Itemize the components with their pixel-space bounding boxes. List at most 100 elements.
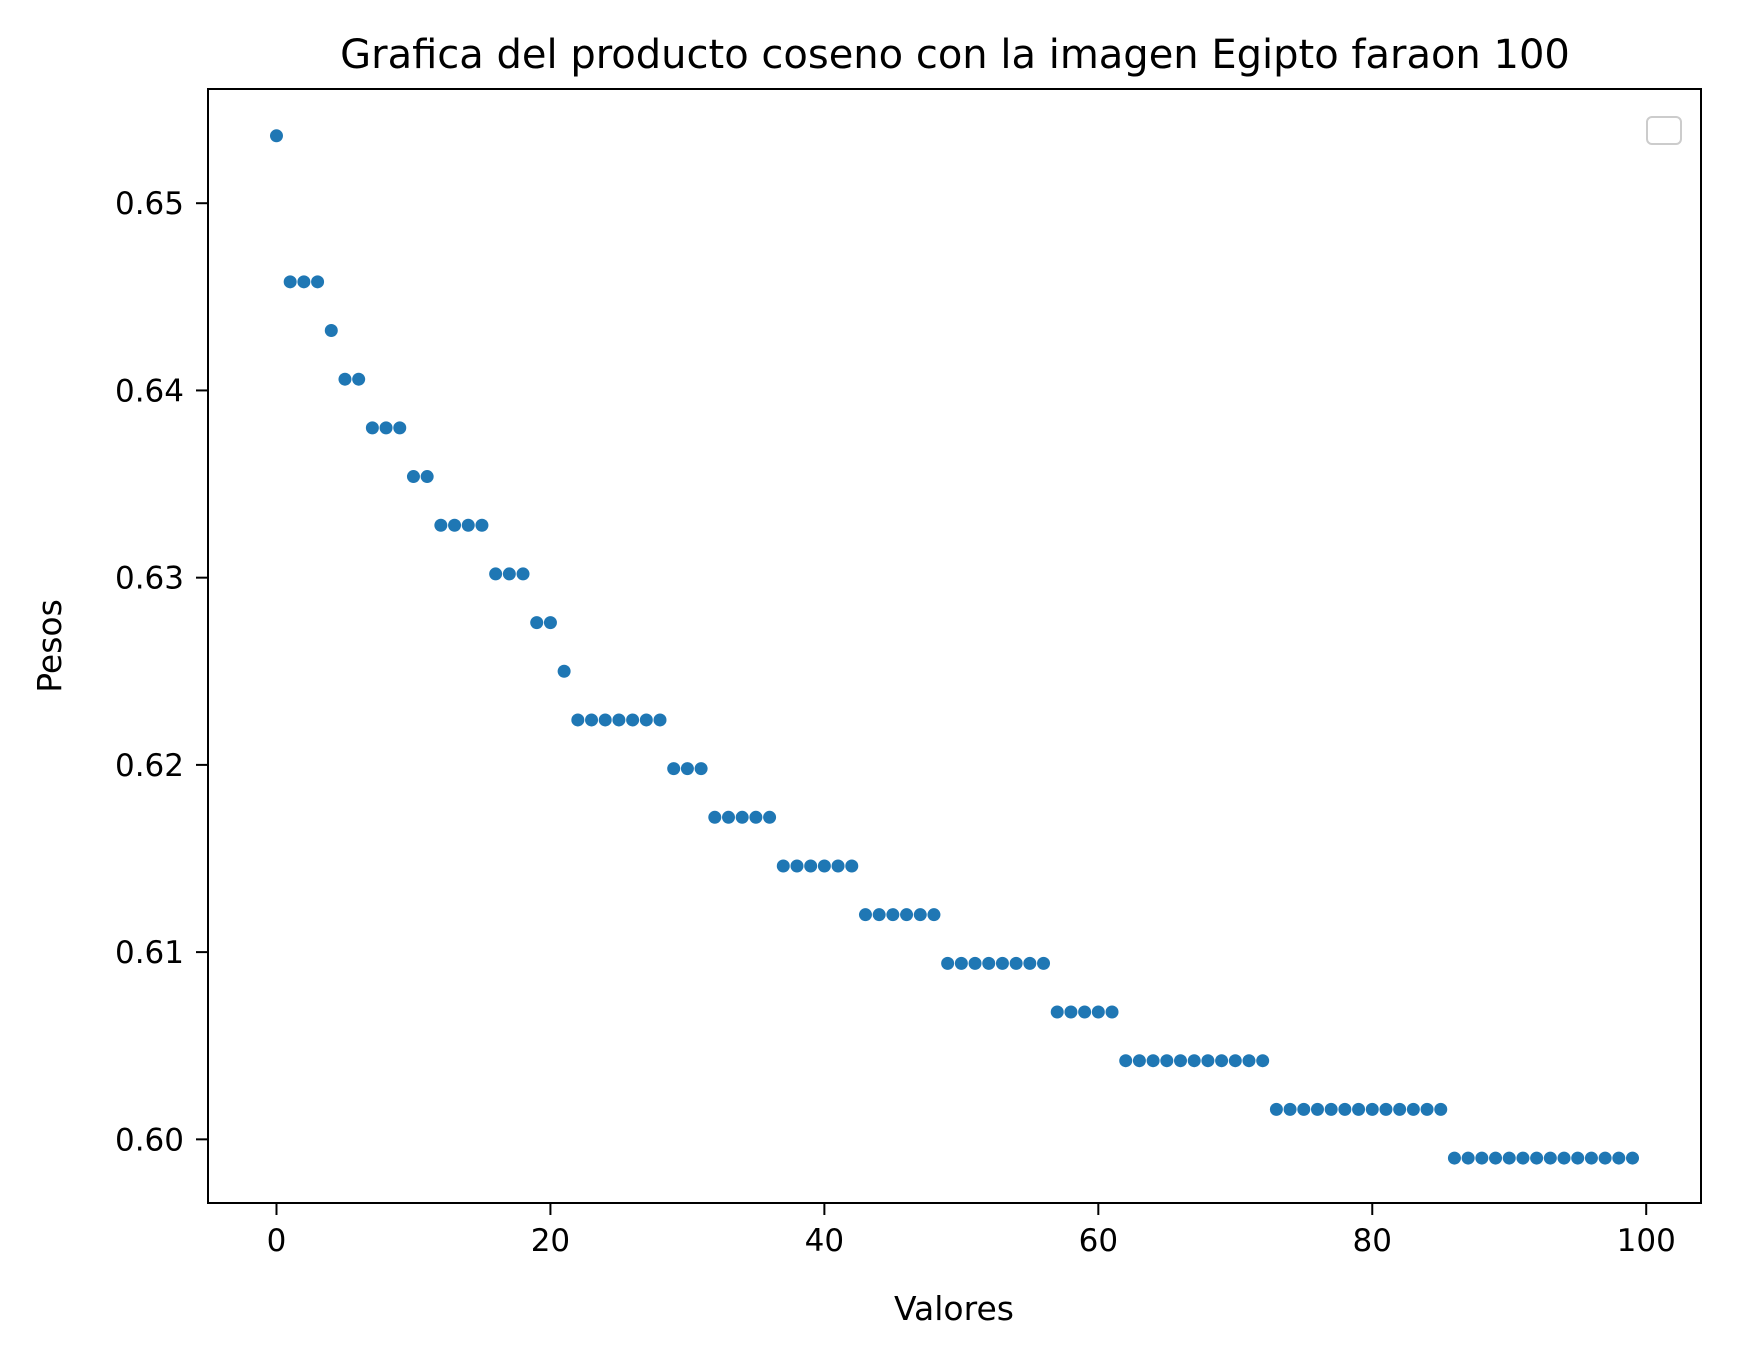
x-axis-label: Valores — [894, 1289, 1014, 1328]
data-point — [804, 859, 818, 873]
data-point — [1078, 1005, 1092, 1019]
data-point — [1160, 1054, 1174, 1068]
data-point — [489, 567, 503, 581]
data-point — [1283, 1102, 1297, 1116]
data-point — [1543, 1151, 1557, 1165]
data-point — [612, 713, 626, 727]
data-point — [1091, 1005, 1105, 1019]
data-point — [557, 664, 571, 678]
x-axis-ticks: 0 20 40 60 80 100 — [267, 1203, 1676, 1259]
data-point — [585, 713, 599, 727]
data-point — [913, 908, 927, 922]
data-point — [283, 275, 297, 289]
data-point — [790, 859, 804, 873]
data-point — [338, 372, 352, 386]
y-tick-label: 0.63 — [115, 561, 184, 597]
data-point — [1297, 1102, 1311, 1116]
data-point — [1434, 1102, 1448, 1116]
data-point — [858, 908, 872, 922]
x-tick-label: 100 — [1617, 1223, 1676, 1259]
data-point — [1269, 1102, 1283, 1116]
data-point — [365, 421, 379, 435]
data-point — [393, 421, 407, 435]
data-point — [571, 713, 585, 727]
data-points — [269, 129, 1640, 1165]
data-point — [379, 421, 393, 435]
y-tick-label: 0.61 — [115, 935, 184, 971]
data-point — [694, 762, 708, 776]
data-point — [639, 713, 653, 727]
plot-background — [208, 89, 1701, 1203]
data-point — [667, 762, 681, 776]
data-point — [1187, 1054, 1201, 1068]
data-point — [749, 810, 763, 824]
data-point — [1420, 1102, 1434, 1116]
data-point — [995, 956, 1009, 970]
data-point — [1447, 1151, 1461, 1165]
data-point — [1475, 1151, 1489, 1165]
data-point — [420, 470, 434, 484]
data-point — [1310, 1102, 1324, 1116]
data-point — [1352, 1102, 1366, 1116]
data-point — [1037, 956, 1051, 970]
x-tick-label: 20 — [531, 1223, 570, 1259]
data-point — [1489, 1151, 1503, 1165]
data-point — [1324, 1102, 1338, 1116]
data-point — [831, 859, 845, 873]
data-point — [543, 616, 557, 630]
data-point — [817, 859, 831, 873]
x-tick-label: 60 — [1079, 1223, 1118, 1259]
data-point — [1584, 1151, 1598, 1165]
data-point — [722, 810, 735, 824]
data-point — [406, 470, 420, 484]
data-point — [1064, 1005, 1078, 1019]
data-point — [461, 518, 475, 532]
data-point — [927, 908, 941, 922]
data-point — [448, 518, 462, 532]
data-point — [1406, 1102, 1420, 1116]
data-point — [872, 908, 886, 922]
data-point — [954, 956, 968, 970]
data-point — [763, 810, 777, 824]
data-point — [735, 810, 749, 824]
y-tick-label: 0.62 — [115, 748, 184, 784]
data-point — [941, 956, 955, 970]
data-point — [1557, 1151, 1571, 1165]
data-point — [708, 810, 722, 824]
data-point — [530, 616, 544, 630]
data-point — [1215, 1054, 1229, 1068]
y-axis-ticks: 0.60 0.61 0.62 0.63 0.64 0.65 — [115, 186, 208, 1158]
data-point — [269, 129, 283, 143]
data-point — [653, 713, 667, 727]
x-tick-label: 0 — [267, 1223, 287, 1259]
data-point — [311, 275, 325, 289]
data-point — [1626, 1151, 1640, 1165]
data-point — [1530, 1151, 1544, 1165]
data-point — [968, 956, 982, 970]
data-point — [1256, 1054, 1270, 1068]
data-point — [502, 567, 516, 581]
data-point — [1461, 1151, 1475, 1165]
plot-area — [208, 89, 1701, 1203]
y-tick-label: 0.65 — [115, 186, 184, 222]
data-point — [1050, 1005, 1064, 1019]
data-point — [434, 518, 448, 532]
data-point — [1132, 1054, 1146, 1068]
data-point — [886, 908, 900, 922]
data-point — [516, 567, 530, 581]
data-point — [776, 859, 790, 873]
data-point — [1612, 1151, 1626, 1165]
data-point — [626, 713, 640, 727]
data-point — [1009, 956, 1023, 970]
data-point — [1516, 1151, 1530, 1165]
legend-box — [1646, 116, 1682, 145]
data-point — [680, 762, 694, 776]
data-point — [1571, 1151, 1585, 1165]
data-point — [845, 859, 859, 873]
data-point — [1598, 1151, 1612, 1165]
data-point — [1365, 1102, 1379, 1116]
plot-frame — [207, 88, 1702, 1204]
data-point — [1023, 956, 1037, 970]
data-point — [324, 324, 338, 338]
y-tick-label: 0.64 — [115, 373, 184, 409]
